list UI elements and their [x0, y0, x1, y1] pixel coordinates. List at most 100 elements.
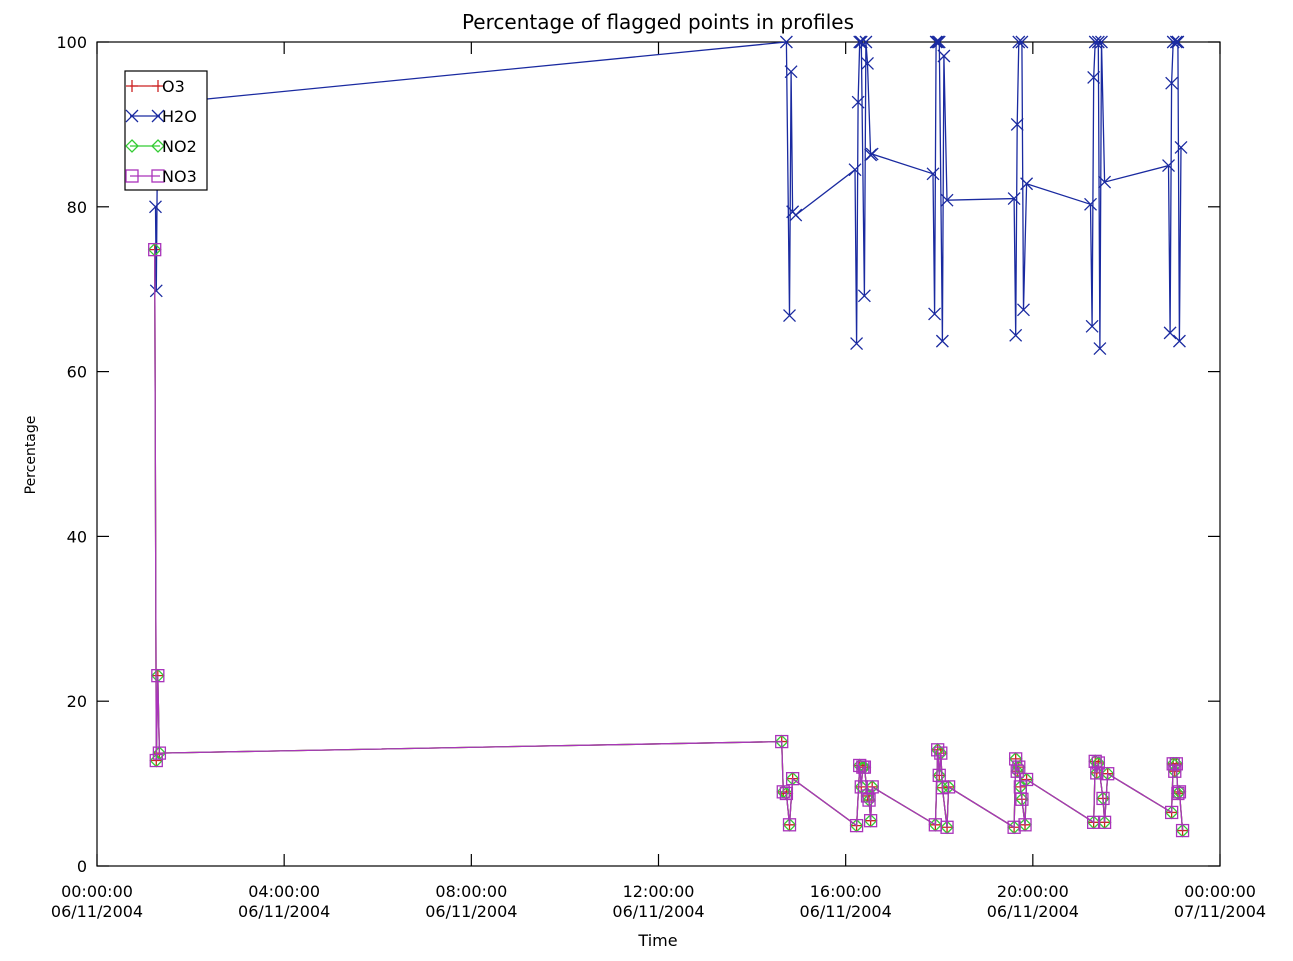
data-point-h2o — [1012, 35, 1026, 49]
data-point-h2o — [935, 334, 949, 348]
data-point-h2o — [931, 35, 945, 49]
data-point-no3 — [863, 814, 878, 828]
data-point-no3 — [1164, 805, 1179, 820]
data-point-no3 — [1097, 815, 1112, 829]
data-point-no3 — [853, 758, 867, 773]
data-point-h2o — [149, 284, 163, 298]
legend-marker — [151, 169, 165, 183]
data-point-h2o — [853, 35, 867, 49]
legend: O3 H2O NO2 NO3 — [124, 70, 208, 191]
data-point-h2o — [861, 56, 874, 70]
x-tick-label-time: 00:00:00 — [61, 882, 133, 901]
data-point-h2o — [1015, 35, 1029, 49]
series-o3 — [148, 243, 1189, 837]
data-point-h2o — [1007, 192, 1021, 206]
data-point-no3 — [931, 743, 945, 757]
x-tick-label-time: 12:00:00 — [623, 882, 695, 901]
data-point-no3 — [1096, 791, 1110, 806]
y-tick-label: 20 — [67, 692, 87, 711]
data-point-h2o — [932, 35, 946, 49]
data-point-h2o — [779, 35, 793, 49]
data-point-no3 — [1019, 772, 1034, 787]
legend-marker — [126, 80, 138, 92]
data-point-no3 — [857, 760, 872, 774]
data-point-h2o — [1085, 319, 1099, 333]
data-point-h2o — [1162, 159, 1175, 173]
x-tick-label-date: 06/11/2004 — [238, 902, 330, 921]
data-point-h2o — [1171, 35, 1185, 49]
x-tick-label-date: 06/11/2004 — [425, 902, 517, 921]
legend-label: O3 — [162, 77, 185, 96]
series-no3 — [148, 242, 1190, 838]
data-point-no3 — [860, 789, 875, 803]
series-line-h2o — [154, 41, 1182, 349]
data-point-no3 — [1168, 764, 1182, 778]
x-axis-label: Time — [637, 931, 677, 950]
data-point-h2o — [1166, 35, 1180, 49]
x-tick-label-time: 20:00:00 — [997, 882, 1069, 901]
data-point-h2o — [1017, 303, 1030, 317]
data-point-no3 — [152, 746, 167, 760]
series-layer — [147, 35, 1190, 838]
legend-label: H2O — [162, 107, 197, 126]
legend-marker — [125, 109, 139, 123]
y-tick-label: 80 — [67, 198, 87, 217]
legend-box — [124, 70, 208, 191]
data-point-no3 — [1007, 820, 1021, 834]
x-tick-label-time: 04:00:00 — [248, 882, 320, 901]
data-point-h2o — [1098, 175, 1112, 189]
data-point-no3 — [1175, 823, 1190, 838]
data-point-no3 — [782, 818, 797, 832]
data-point-h2o — [865, 147, 879, 161]
data-point-no3 — [865, 780, 879, 794]
data-point-h2o — [1174, 141, 1188, 154]
data-point-no3 — [849, 818, 864, 833]
data-point-h2o — [928, 307, 942, 321]
data-point-h2o — [848, 163, 862, 177]
x-tick-label-time: 16:00:00 — [810, 882, 882, 901]
data-point-h2o — [1095, 35, 1108, 49]
data-point-h2o — [1020, 177, 1034, 191]
data-point-no3 — [862, 793, 876, 807]
data-point-h2o — [937, 49, 951, 63]
data-point-no3 — [940, 820, 954, 834]
series-no2 — [147, 242, 1190, 838]
data-point-h2o — [929, 35, 943, 49]
y-tick-label: 60 — [67, 363, 87, 382]
data-point-h2o — [857, 289, 871, 303]
x-tick-label-date: 06/11/2004 — [51, 902, 143, 921]
data-point-no3 — [149, 753, 163, 768]
plot-frame — [96, 41, 1221, 867]
data-point-no3 — [1018, 818, 1032, 832]
axes: 00:00:0006/11/200404:00:0006/11/200408:0… — [51, 33, 1266, 921]
data-point-no3 — [785, 772, 800, 786]
data-point-no3 — [779, 786, 794, 801]
x-tick-label-date: 07/11/2004 — [1174, 902, 1266, 921]
data-point-no3 — [148, 242, 162, 257]
x-tick-label-date: 06/11/2004 — [612, 902, 704, 921]
legend-marker — [151, 139, 165, 153]
legend-label: NO3 — [162, 167, 197, 186]
data-point-h2o — [1163, 326, 1177, 340]
data-point-h2o — [1172, 334, 1186, 348]
data-point-no3 — [1012, 760, 1026, 774]
x-tick-label-time: 08:00:00 — [435, 882, 507, 901]
data-point-h2o — [1091, 35, 1105, 49]
data-point-h2o — [1010, 117, 1024, 131]
y-axis-label: Percentage — [23, 416, 39, 495]
data-point-no3 — [1171, 786, 1185, 801]
data-point-no3 — [1091, 756, 1105, 770]
data-point-no3 — [1101, 767, 1115, 781]
y-tick-label: 40 — [67, 527, 87, 546]
data-point-no3 — [1015, 792, 1029, 806]
legend-label: NO2 — [162, 137, 197, 156]
data-point-no3 — [775, 734, 789, 749]
x-tick-label-date: 06/11/2004 — [987, 902, 1079, 921]
data-point-h2o — [854, 35, 868, 49]
data-point-h2o — [1009, 328, 1023, 342]
series-line-no3 — [154, 249, 1184, 831]
legend-marker — [125, 169, 139, 183]
data-point-h2o — [851, 95, 865, 109]
